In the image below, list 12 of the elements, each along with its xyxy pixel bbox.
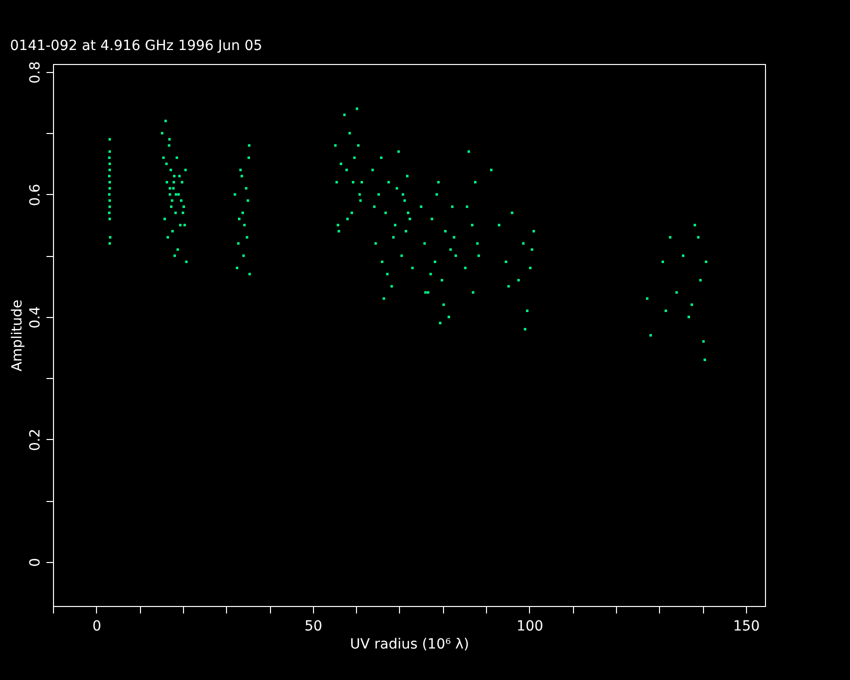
x-tick-label: 50: [304, 618, 322, 634]
x-tick-label: 150: [733, 618, 760, 634]
y-tick-label: 0: [28, 558, 44, 567]
y-tick-label: 0.8: [28, 61, 44, 84]
y-tick-label: 0.4: [28, 306, 44, 329]
chart-title: 0141-092 at 4.916 GHz 1996 Jun 05: [10, 38, 262, 54]
y-tick-label: 0.6: [28, 184, 44, 206]
x-axis-title: UV radius (10⁶ λ): [350, 636, 470, 652]
y-tick-label: 0.2: [28, 428, 44, 452]
x-tick-label: 0: [92, 618, 102, 634]
y-axis-title: Amplitude: [10, 300, 26, 372]
x-tick-label: 100: [516, 618, 544, 634]
